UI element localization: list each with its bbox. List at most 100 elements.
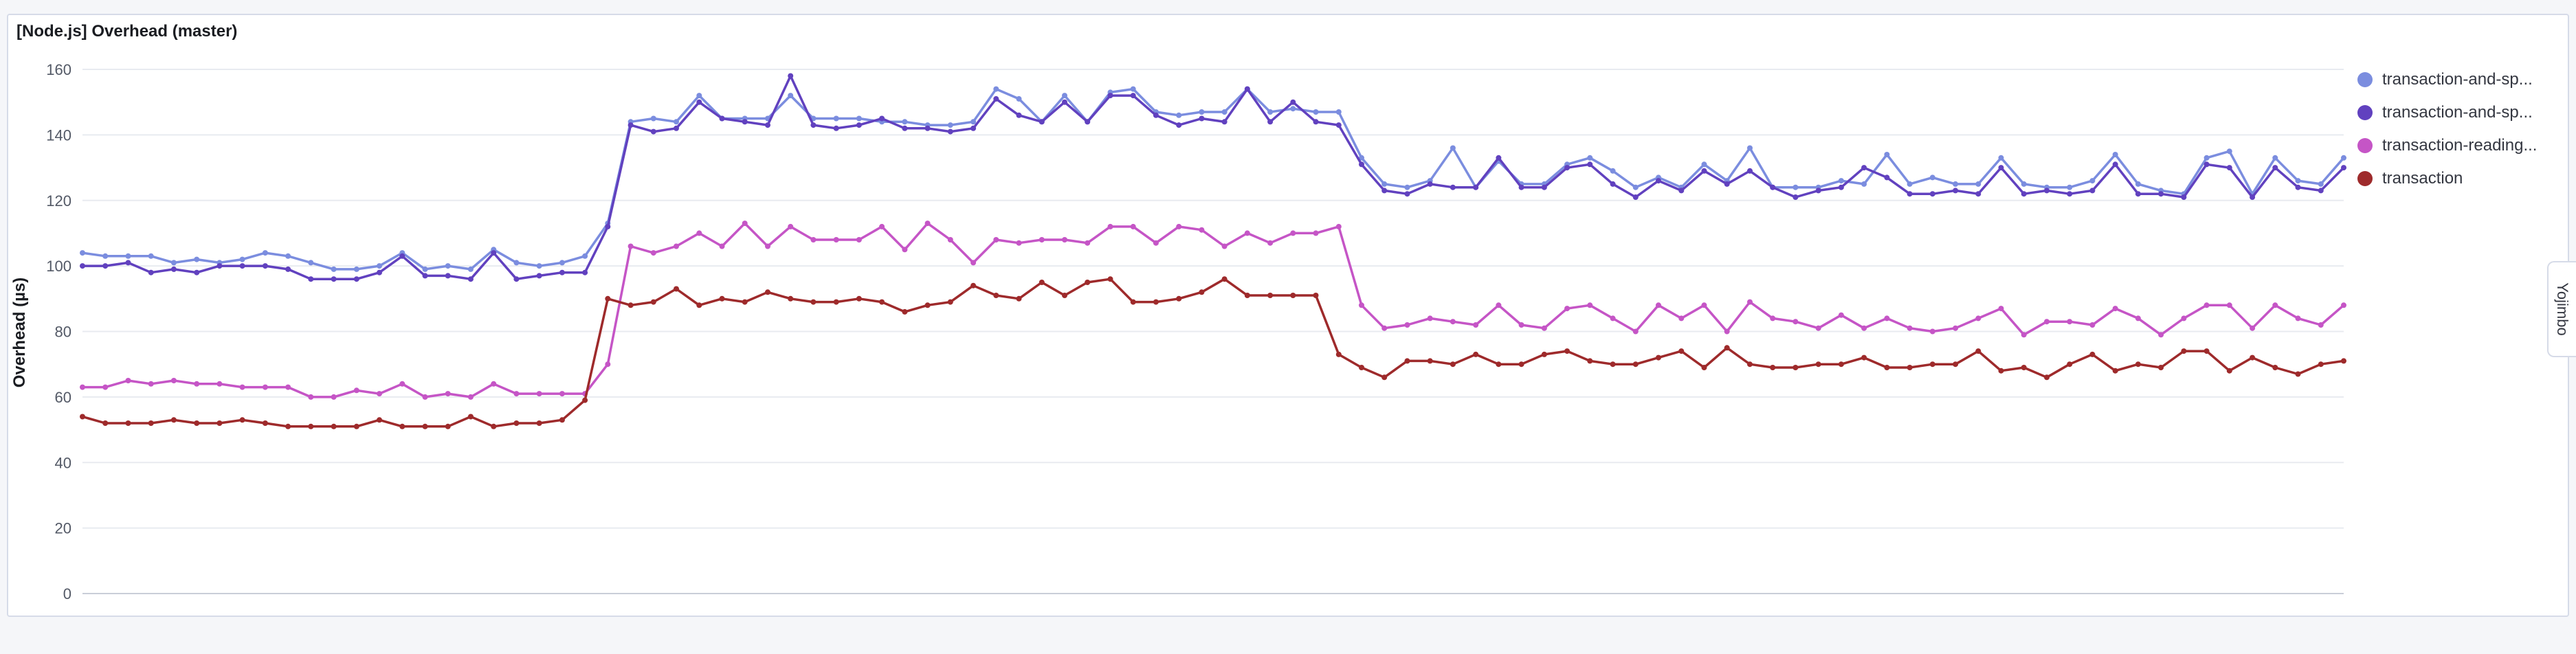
data-point[interactable] — [650, 250, 656, 256]
data-point[interactable] — [1610, 315, 1616, 322]
data-point[interactable] — [102, 384, 109, 390]
data-point[interactable] — [1701, 302, 1707, 308]
data-point[interactable] — [422, 273, 428, 279]
data-point[interactable] — [856, 237, 862, 243]
data-point[interactable] — [102, 420, 109, 426]
data-point[interactable] — [628, 302, 634, 308]
data-point[interactable] — [2295, 315, 2301, 322]
data-point[interactable] — [1062, 237, 1067, 243]
data-point[interactable] — [1747, 299, 1753, 305]
data-point[interactable] — [445, 263, 451, 269]
data-point[interactable] — [1404, 322, 1410, 328]
data-point[interactable] — [1335, 122, 1342, 128]
data-point[interactable] — [1656, 302, 1661, 308]
data-point[interactable] — [1975, 191, 1981, 197]
data-point[interactable] — [1975, 348, 1981, 354]
data-point[interactable] — [2089, 188, 2096, 194]
data-point[interactable] — [2089, 351, 2096, 357]
data-point[interactable] — [559, 260, 565, 266]
data-point[interactable] — [810, 237, 817, 243]
data-point[interactable] — [2021, 181, 2027, 187]
data-point[interactable] — [125, 253, 131, 259]
data-point[interactable] — [605, 361, 611, 368]
data-point[interactable] — [1039, 237, 1045, 243]
data-point[interactable] — [1381, 188, 1388, 194]
data-point[interactable] — [2318, 181, 2324, 187]
data-point[interactable] — [513, 260, 520, 266]
data-point[interactable] — [1792, 319, 1799, 325]
legend-item-1[interactable]: transaction-and-sp... — [2357, 63, 2537, 96]
data-point[interactable] — [1062, 93, 1067, 99]
data-point[interactable] — [399, 253, 406, 259]
data-point[interactable] — [422, 423, 428, 429]
data-point[interactable] — [2250, 325, 2256, 331]
data-point[interactable] — [1404, 358, 1410, 364]
data-point[interactable] — [308, 394, 314, 400]
data-point[interactable] — [536, 391, 542, 397]
data-point[interactable] — [1404, 184, 1410, 190]
data-point[interactable] — [1587, 161, 1593, 168]
data-point[interactable] — [1130, 299, 1136, 305]
data-point[interactable] — [2272, 302, 2278, 308]
data-point[interactable] — [194, 381, 200, 387]
data-point[interactable] — [650, 115, 656, 122]
data-point[interactable] — [262, 384, 268, 390]
data-point[interactable] — [1998, 165, 2004, 171]
data-point[interactable] — [399, 423, 406, 429]
data-point[interactable] — [1907, 365, 1913, 370]
data-point[interactable] — [2112, 152, 2118, 157]
data-point[interactable] — [1199, 109, 1205, 115]
data-point[interactable] — [2341, 358, 2346, 364]
data-point[interactable] — [353, 387, 359, 394]
data-point[interactable] — [650, 128, 656, 135]
data-point[interactable] — [1564, 348, 1570, 354]
data-point[interactable] — [1792, 184, 1799, 190]
data-point[interactable] — [1838, 312, 1844, 318]
data-point[interactable] — [559, 417, 565, 423]
data-point[interactable] — [1953, 188, 1959, 194]
data-point[interactable] — [148, 381, 154, 387]
data-point[interactable] — [924, 125, 931, 131]
data-point[interactable] — [1861, 325, 1867, 331]
data-point[interactable] — [1062, 293, 1067, 298]
data-point[interactable] — [1085, 119, 1091, 125]
data-point[interactable] — [1724, 345, 1730, 351]
data-point[interactable] — [80, 250, 85, 256]
data-point[interactable] — [1838, 184, 1844, 190]
data-point[interactable] — [1427, 358, 1433, 364]
data-point[interactable] — [719, 115, 725, 122]
data-point[interactable] — [1656, 354, 1661, 361]
data-point[interactable] — [1267, 293, 1274, 298]
data-point[interactable] — [536, 263, 542, 269]
data-point[interactable] — [467, 394, 474, 400]
data-point[interactable] — [262, 420, 268, 426]
data-point[interactable] — [80, 414, 85, 420]
data-point[interactable] — [1359, 161, 1364, 168]
data-point[interactable] — [1107, 93, 1113, 99]
data-point[interactable] — [924, 302, 931, 308]
data-point[interactable] — [2318, 361, 2324, 368]
data-point[interactable] — [1221, 276, 1228, 282]
data-point[interactable] — [696, 230, 702, 236]
data-point[interactable] — [331, 266, 337, 272]
data-point[interactable] — [2203, 348, 2210, 354]
data-point[interactable] — [2089, 178, 2096, 184]
data-point[interactable] — [1838, 178, 1844, 184]
data-point[interactable] — [1610, 181, 1616, 187]
data-point[interactable] — [947, 128, 953, 135]
data-point[interactable] — [216, 263, 223, 269]
data-point[interactable] — [1176, 112, 1182, 118]
data-point[interactable] — [2112, 161, 2118, 168]
data-point[interactable] — [467, 266, 474, 272]
data-point[interactable] — [1267, 109, 1274, 115]
data-point[interactable] — [1564, 306, 1570, 312]
data-point[interactable] — [1907, 191, 1913, 197]
data-point[interactable] — [2318, 188, 2324, 194]
data-point[interactable] — [353, 276, 359, 282]
data-point[interactable] — [947, 299, 953, 305]
data-point[interactable] — [742, 299, 748, 305]
data-point[interactable] — [947, 237, 953, 243]
data-point[interactable] — [719, 243, 725, 249]
data-point[interactable] — [1496, 302, 1502, 308]
data-point[interactable] — [536, 420, 542, 426]
